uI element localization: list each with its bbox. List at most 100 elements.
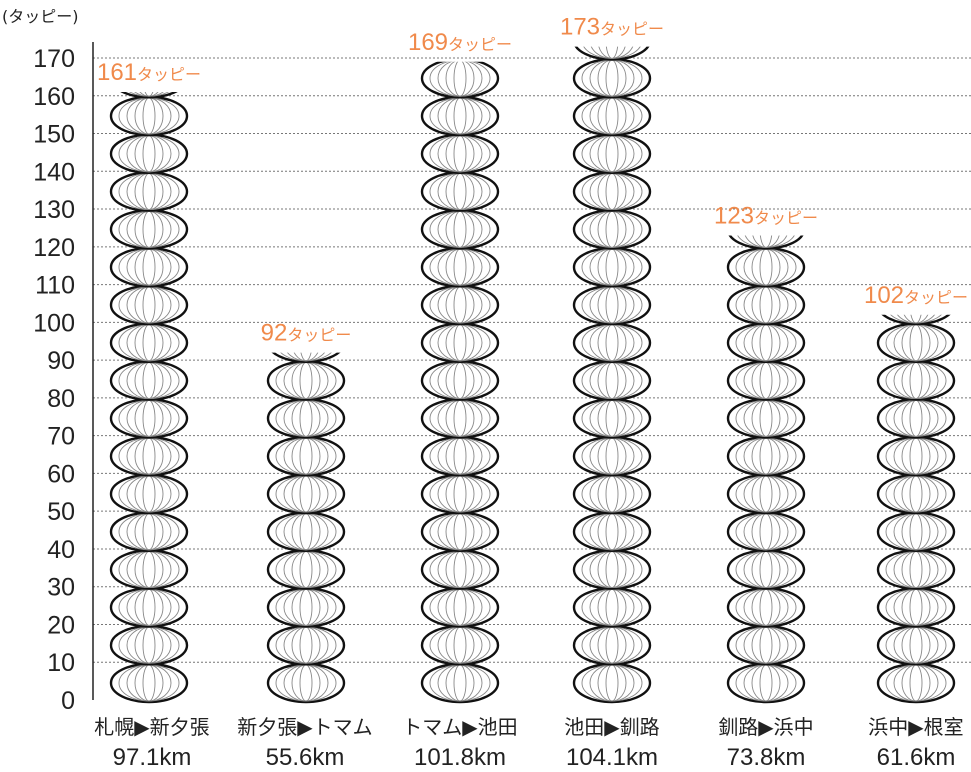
y-tick-label: 70 xyxy=(47,423,75,451)
pastry-shape xyxy=(572,209,652,250)
y-unit-label: (タッピー) xyxy=(2,7,79,26)
bar-3 xyxy=(420,61,500,704)
pastry-shape xyxy=(726,549,806,590)
category-distance: 55.6km xyxy=(266,744,345,771)
pastry-shape xyxy=(572,625,652,666)
y-tick-label: 150 xyxy=(33,121,75,149)
category-distance: 101.8km xyxy=(414,744,506,771)
pastry-shape xyxy=(728,235,804,250)
pastry-shape xyxy=(572,171,652,212)
pastry-shape xyxy=(572,133,652,175)
pastry-rib xyxy=(429,61,491,97)
bar-shapes xyxy=(266,352,346,704)
bar-6 xyxy=(876,314,956,704)
value-unit: タッピー xyxy=(137,65,201,84)
pastry-shape xyxy=(726,662,806,704)
y-ticks: 0 10 20 30 40 50 60 70 80 90 100 110 120 130 140 150 160… xyxy=(33,45,75,715)
pastry-shape xyxy=(572,95,652,137)
pastry-shape xyxy=(420,209,500,250)
pastry-shape xyxy=(266,662,346,704)
value-number: 123 xyxy=(714,202,754,229)
pastry-shape xyxy=(420,511,500,552)
bars xyxy=(109,46,956,704)
category-distance: 73.8km xyxy=(727,744,806,771)
pastry-shape xyxy=(109,322,189,363)
pastry-shape xyxy=(876,398,956,439)
category-distance: 97.1km xyxy=(113,744,192,771)
pastry-shape xyxy=(726,398,806,439)
pastry-shape xyxy=(109,171,189,212)
pastry-shape xyxy=(876,436,956,477)
category-label: 浜中▶根室 xyxy=(868,715,963,739)
bar-5 xyxy=(726,235,806,704)
pastry-shape xyxy=(572,587,652,628)
pastry-shape xyxy=(572,360,652,401)
category-distance: 104.1km xyxy=(566,744,658,771)
pastry-shape xyxy=(109,587,189,628)
pastry-shape xyxy=(572,398,652,439)
pastry-shape xyxy=(876,662,956,704)
y-tick-label: 120 xyxy=(33,234,75,262)
y-tick-label: 60 xyxy=(47,460,75,488)
pastry-shape xyxy=(572,662,652,704)
y-tick-label: 30 xyxy=(47,574,75,602)
pastry-shape xyxy=(109,133,189,175)
value-unit: タッピー xyxy=(904,288,968,307)
pastry-shape xyxy=(420,587,500,628)
y-tick-label: 170 xyxy=(33,45,75,73)
pastry-shape xyxy=(266,360,346,401)
pastry-shape xyxy=(109,662,189,704)
pastry-shape xyxy=(876,473,956,515)
value-number: 92 xyxy=(261,320,288,347)
pastry-shape xyxy=(572,57,652,99)
pastry-shape xyxy=(572,284,652,326)
y-tick-label: 40 xyxy=(47,536,75,564)
pastry-shape xyxy=(726,511,806,552)
value-unit: タッピー xyxy=(287,326,351,345)
pastry-shape xyxy=(109,209,189,250)
value-number: 173 xyxy=(560,14,600,41)
pastry-shape xyxy=(876,511,956,552)
pastry-shape xyxy=(109,549,189,590)
pastry-shape xyxy=(420,322,500,363)
value-unit: タッピー xyxy=(600,20,664,39)
pastry-shape xyxy=(109,511,189,552)
value-number: 161 xyxy=(97,59,137,86)
grid xyxy=(93,57,971,663)
pastry-shape xyxy=(420,436,500,477)
pastry-rib xyxy=(890,314,942,324)
pastry-shape xyxy=(726,587,806,628)
pastry-shape xyxy=(572,511,652,552)
y-tick-label: 130 xyxy=(33,196,75,224)
value-label: 161タッピー xyxy=(97,59,201,86)
y-tick-label: 160 xyxy=(33,83,75,111)
pastry-shape xyxy=(266,587,346,628)
pastry-shape xyxy=(876,625,956,666)
pastry-shape xyxy=(420,284,500,326)
pastry-shape xyxy=(109,398,189,439)
value-label: 169タッピー xyxy=(408,29,512,56)
value-unit: タッピー xyxy=(754,208,818,227)
value-labels: 161タッピー92タッピー169タッピー173タッピー123タッピー102タッピ… xyxy=(97,14,968,347)
pastry-shape xyxy=(726,360,806,401)
pastry-shape xyxy=(726,625,806,666)
category-label: トマム▶池田 xyxy=(402,715,517,739)
value-label: 102タッピー xyxy=(864,282,968,309)
y-tick-label: 140 xyxy=(33,158,75,186)
pastry-shape xyxy=(109,95,189,137)
pastry-shape xyxy=(420,95,500,137)
pastry-shape xyxy=(726,436,806,477)
pastry-shape xyxy=(109,625,189,666)
bar-shapes xyxy=(109,91,189,704)
bar-1 xyxy=(109,91,189,704)
bar-4 xyxy=(572,46,652,704)
bar-2 xyxy=(266,352,346,704)
pastry-shape xyxy=(420,398,500,439)
pastry-shape xyxy=(266,398,346,439)
pastry-shape xyxy=(726,284,806,326)
pastry-rib xyxy=(737,235,795,248)
category-label: 札幌▶新夕張 xyxy=(94,715,209,739)
pastry-shape xyxy=(420,662,500,704)
pastry-rib xyxy=(280,352,332,362)
